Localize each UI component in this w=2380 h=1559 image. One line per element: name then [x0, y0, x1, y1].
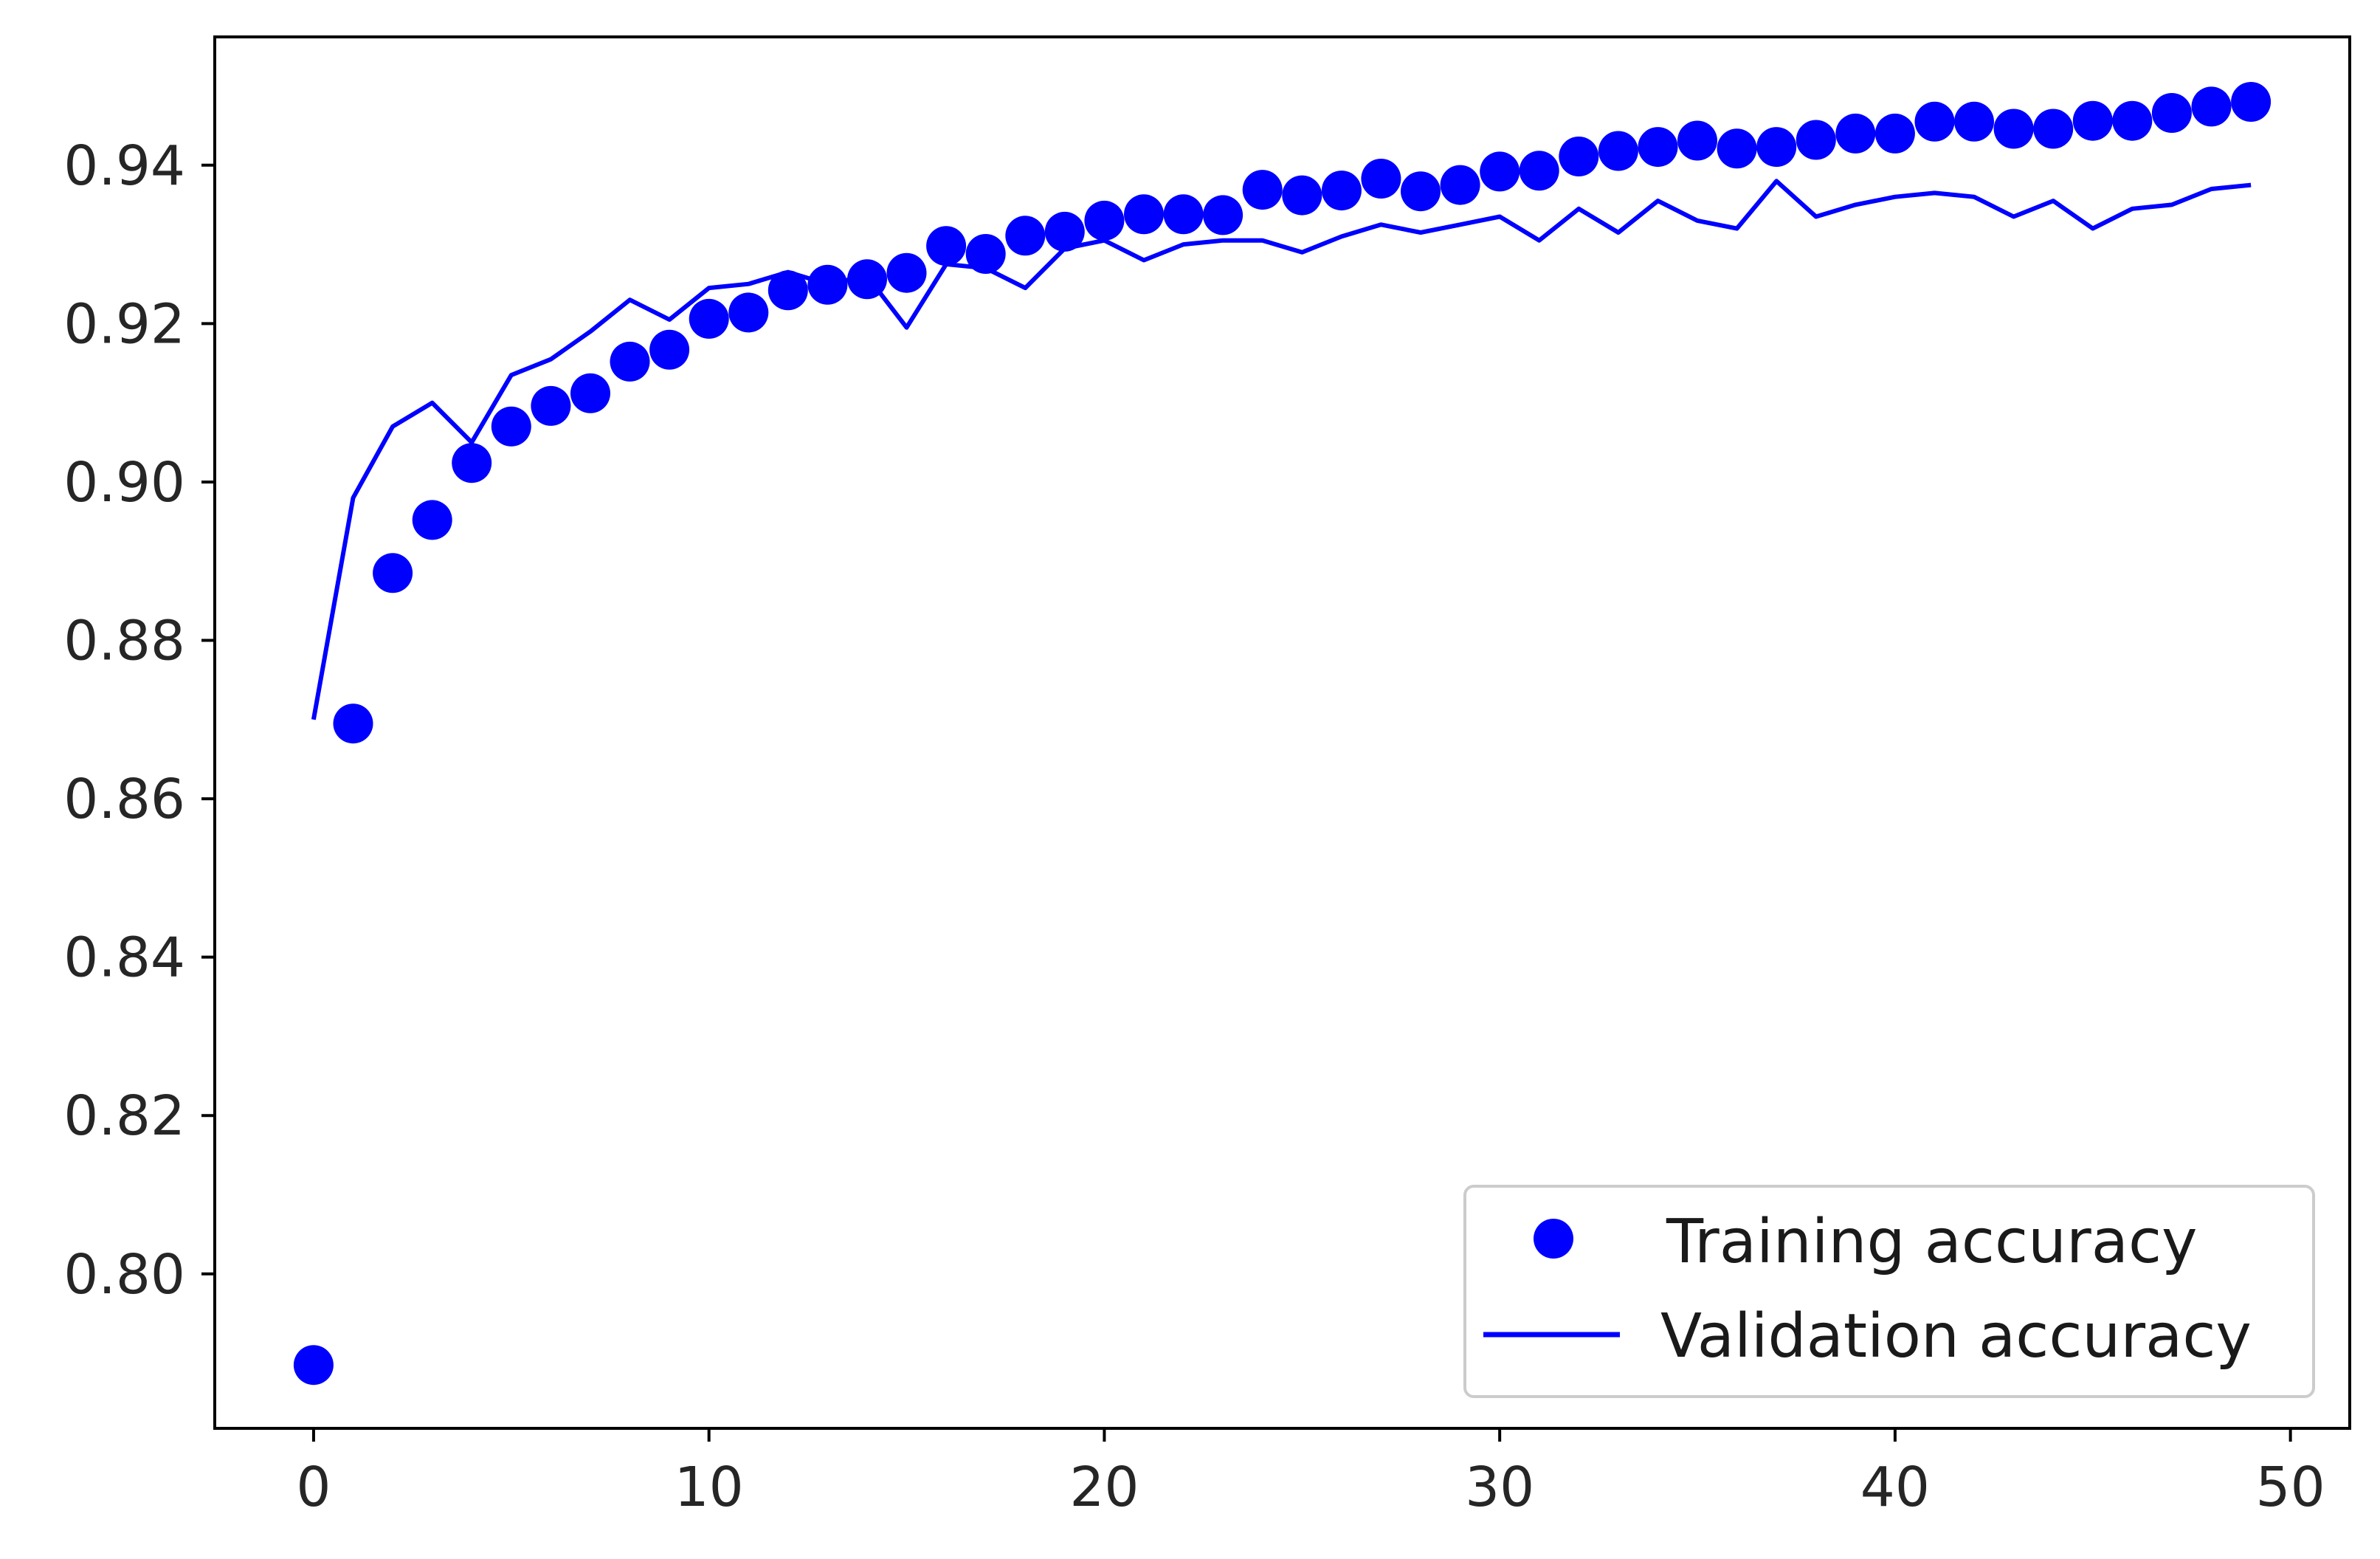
- training-point: [768, 270, 808, 311]
- y-tick-label: 0.90: [63, 451, 185, 514]
- y-tick-label: 0.84: [63, 926, 185, 990]
- training-point: [1321, 171, 1362, 211]
- training-point: [610, 341, 650, 382]
- training-point: [1163, 194, 1204, 235]
- y-tick-label: 0.92: [63, 292, 185, 356]
- training-point: [531, 385, 571, 426]
- validation-series: [311, 179, 2252, 720]
- training-series: [293, 82, 2272, 1386]
- training-point: [1203, 195, 1244, 235]
- y-axis: 0.80 0.82 0.84 0.86 0.88 0.90 0.92 0.94: [63, 134, 215, 1307]
- training-point: [2072, 100, 2113, 141]
- x-tick-label: 20: [1069, 1456, 1139, 1519]
- training-point: [807, 264, 848, 305]
- training-point: [926, 226, 967, 266]
- x-tick-label: 30: [1465, 1456, 1534, 1519]
- y-tick-label: 0.88: [63, 610, 185, 673]
- training-point: [1835, 113, 1876, 154]
- legend-validation-label: Validation accuracy: [1660, 1301, 2252, 1372]
- training-point: [293, 1345, 334, 1386]
- validation-line: [311, 179, 2252, 720]
- training-point: [1796, 120, 1836, 160]
- training-point: [2112, 100, 2153, 141]
- training-point: [886, 252, 927, 293]
- y-tick-label: 0.86: [63, 768, 185, 831]
- training-point: [728, 292, 769, 333]
- training-point: [2151, 93, 2192, 133]
- training-point: [1559, 137, 1599, 176]
- y-tick-label: 0.94: [63, 134, 185, 198]
- training-point: [1598, 131, 1638, 171]
- training-point: [412, 500, 452, 540]
- x-tick-label: 0: [296, 1456, 331, 1519]
- training-point: [1044, 211, 1085, 252]
- training-point: [1084, 200, 1125, 241]
- training-point: [1282, 175, 1322, 216]
- training-point: [847, 259, 887, 300]
- training-point: [1401, 171, 1441, 212]
- x-axis: 0 10 20 30 40 50: [296, 1428, 2325, 1519]
- training-point: [333, 703, 373, 744]
- plot-frame: [213, 35, 2351, 1430]
- training-point: [1361, 159, 1401, 199]
- x-tick-label: 40: [1860, 1456, 1930, 1519]
- training-point: [1440, 165, 1480, 205]
- training-point: [452, 443, 492, 483]
- legend-box: [1463, 1185, 2315, 1398]
- legend-training-marker: [1534, 1219, 1573, 1259]
- training-point: [649, 329, 690, 370]
- x-tick-label: 50: [2256, 1456, 2325, 1519]
- training-point: [965, 234, 1006, 274]
- legend: Training accuracy Validation accuracy: [1463, 1185, 2315, 1398]
- training-point: [373, 553, 413, 593]
- training-point: [1954, 101, 1994, 142]
- training-point: [1677, 120, 1717, 161]
- training-point: [1242, 170, 1283, 210]
- training-point: [1005, 216, 1046, 256]
- x-tick-label: 10: [675, 1456, 744, 1519]
- training-point: [2191, 86, 2232, 127]
- training-point: [1638, 127, 1678, 168]
- training-point: [491, 406, 531, 447]
- training-point: [570, 373, 610, 413]
- training-point: [1124, 194, 1164, 235]
- training-point: [1519, 151, 1559, 191]
- training-point: [1874, 113, 1915, 154]
- training-point: [1717, 128, 1757, 169]
- training-point: [2033, 109, 2074, 149]
- y-tick-label: 0.80: [63, 1243, 185, 1307]
- y-tick-label: 0.82: [63, 1084, 185, 1148]
- training-point: [1914, 101, 1955, 142]
- legend-training-label: Training accuracy: [1666, 1207, 2198, 1277]
- training-point: [2231, 82, 2272, 122]
- training-point: [1756, 127, 1797, 168]
- training-point: [1993, 109, 2034, 149]
- training-point: [1480, 151, 1520, 192]
- training-point: [689, 298, 729, 339]
